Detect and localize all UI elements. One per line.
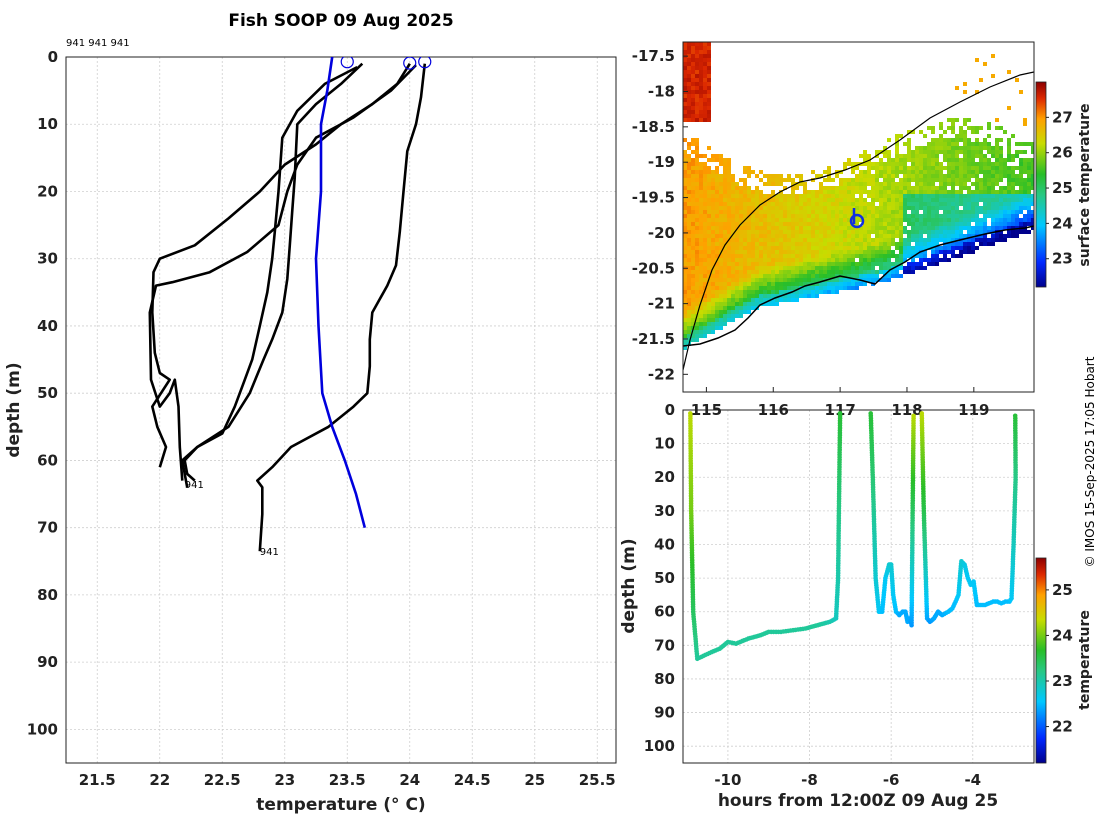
map-colorbar-tick-label: 27: [1052, 108, 1073, 126]
depth-time-colorbar-ticks: 25 24 23 22: [1046, 581, 1073, 736]
depth-time-y-tick-label: 60: [654, 603, 675, 621]
depth-time-y-tick-label: 100: [644, 737, 675, 755]
profile-y-tick-label: 80: [37, 586, 58, 604]
map-y-tick-label: -18: [648, 82, 675, 100]
profile-x-tick-label: 24.5: [454, 771, 491, 789]
map-colorbar-tick-label: 25: [1052, 179, 1073, 197]
map-colorbar: [1035, 81, 1047, 288]
climatology-line: [314, 57, 367, 529]
depth-time-y-tick-label: 40: [654, 535, 675, 553]
depth-time-colorbar-label: temperature: [1077, 610, 1093, 710]
depth-time-tick-labels: -10 -8 -6 -4 0 10 20 30 40 50 60 70 80 90 100: [644, 401, 981, 789]
depth-time-x-tick-label: -10: [714, 771, 741, 789]
station-label: 941: [260, 547, 279, 558]
depth-time-y-tick-label: 90: [654, 704, 675, 722]
profile-x-tick-label: 23.5: [329, 771, 366, 789]
depth-time-y-label: depth (m): [619, 538, 639, 633]
profile-y-tick-label: 30: [37, 250, 58, 268]
map-shelf-contour: [683, 71, 1034, 371]
depth-time-y-tick-label: 70: [654, 636, 675, 654]
profile-x-tick-label: 22: [149, 771, 170, 789]
profile-line-4: [148, 64, 417, 481]
profile-x-tick-label: 21.5: [79, 771, 116, 789]
profile-line-2: [183, 62, 364, 482]
depth-time-x-label: hours from 12:00Z 09 Aug 25: [718, 791, 998, 811]
profile-y-tick-label: 0: [48, 48, 58, 66]
depth-time-point: [837, 411, 843, 416]
profile-grid: [66, 56, 616, 763]
map-coastline: [683, 225, 1034, 347]
profile-lines: 941 941: [148, 57, 432, 558]
depth-time-colorbar-tick-label: 24: [1052, 626, 1073, 644]
depth-time-colorbar-tick-label: 22: [1052, 718, 1073, 736]
profile-x-label: temperature (° C): [256, 795, 425, 815]
depth-time-grid: [683, 409, 1034, 763]
station-label: 941: [185, 480, 204, 491]
depth-time-colorbar-tick-label: 23: [1052, 672, 1073, 690]
map-y-tick-label: -17.5: [632, 47, 675, 65]
map-y-tick-label: -19.5: [632, 189, 675, 207]
profile-y-tick-label: 40: [37, 317, 58, 335]
depth-time-y-tick-label: 10: [654, 435, 675, 453]
profile-y-tick-label: 50: [37, 384, 58, 402]
depth-time-axes-frame: [682, 409, 1035, 764]
profile-y-tick-label: 100: [27, 720, 58, 738]
profile-y-label: depth (m): [4, 362, 24, 457]
profile-x-tick-label: 22.5: [204, 771, 241, 789]
profile-line-5: [255, 63, 427, 552]
depth-time-y-tick-label: 30: [654, 502, 675, 520]
profile-axes-frame: [65, 56, 617, 764]
profile-plot: 21.5 22 22.5 23 23.5 24 24.5 25 25.5 0 10 20 30 40 50 6…: [4, 38, 617, 815]
map-y-tick-label: -21.5: [632, 330, 675, 348]
surface-marker: [340, 57, 354, 69]
map-colorbar-tick-label: 23: [1052, 250, 1073, 268]
copyright-notice: © IMOS 15-Sep-2025 17:05 Hobart: [1083, 356, 1097, 567]
map-axes-frame: [682, 41, 1035, 393]
depth-time-colorbar: [1035, 557, 1047, 764]
profile-y-tick-label: 60: [37, 451, 58, 469]
profile-x-tick-label: 25.5: [579, 771, 616, 789]
depth-time-x-tick-label: -4: [964, 771, 981, 789]
map-y-tick-label: -20: [648, 224, 675, 242]
map-colorbar-tick-label: 26: [1052, 144, 1073, 162]
profile-x-tick-label: 25: [524, 771, 545, 789]
surface-marker: [403, 57, 417, 70]
profile-y-tick-label: 20: [37, 182, 58, 200]
map-y-tick-label: -22: [648, 365, 675, 383]
depth-time-y-tick-label: 0: [665, 401, 675, 419]
depth-time-point: [911, 413, 916, 419]
map-colorbar-tick-label: 24: [1052, 214, 1073, 232]
map-vessel-track-icon: [849, 213, 865, 229]
depth-time-points: [688, 411, 1018, 662]
profile-y-tick-label: 10: [37, 115, 58, 133]
map-y-tick-label: -20.5: [632, 259, 675, 277]
depth-time-x-tick-label: -8: [801, 771, 818, 789]
map-y-tick-label: -18.5: [632, 118, 675, 136]
profile-x-tick-label: 23: [274, 771, 295, 789]
profile-top-label: 941 941 941: [66, 38, 130, 49]
surface-marker: [418, 57, 432, 69]
depth-time-colorbar-tick-label: 25: [1052, 581, 1073, 599]
profile-x-tick-label: 24: [399, 771, 420, 789]
map-y-tick-label: -21: [648, 295, 675, 313]
depth-time-plot: -10 -8 -6 -4 0 10 20 30 40 50 60 70 80 90 100 25 24 23 22…: [619, 401, 1093, 811]
depth-time-x-tick-label: -6: [883, 771, 900, 789]
figure-title: Fish SOOP 09 Aug 2025: [228, 11, 453, 31]
depth-time-y-tick-label: 20: [654, 468, 675, 486]
map-colorbar-ticks: 27 26 25 24 23: [1046, 108, 1073, 268]
sst-map: -17.5 -18 -18.5 -19 -19.5 -20 -20.5 -21 -21.5 -22…: [632, 41, 1093, 419]
profile-y-tick-label: 70: [37, 519, 58, 537]
map-sst-field: [683, 42, 1034, 350]
map-colorbar-label: surface temperature: [1077, 103, 1093, 266]
depth-time-point: [1012, 413, 1018, 419]
map-y-tick-label: -19: [648, 153, 675, 171]
depth-time-y-tick-label: 80: [654, 670, 675, 688]
profile-tick-labels: 21.5 22 22.5 23 23.5 24 24.5 25 25.5 0 10 20 30 40 50 6…: [27, 48, 616, 789]
depth-time-y-tick-label: 50: [654, 569, 675, 587]
profile-y-tick-label: 90: [37, 653, 58, 671]
